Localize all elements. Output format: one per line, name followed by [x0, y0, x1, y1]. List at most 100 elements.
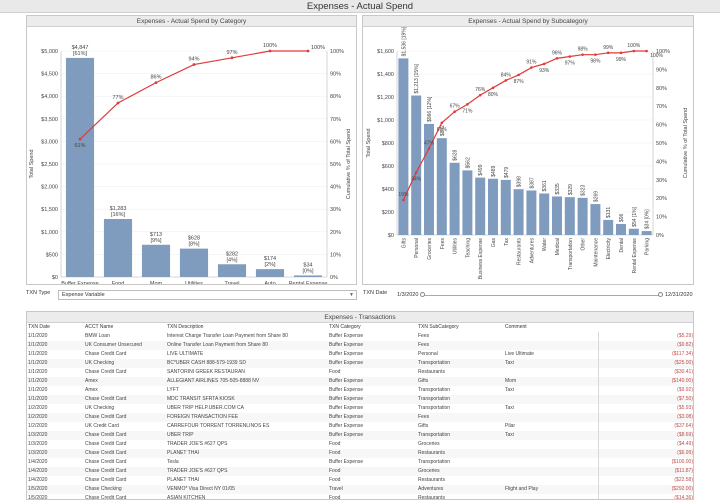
table-row[interactable]: 1/3/2020 Chase Credit Card TRADER JOE'S #6… — [27, 440, 693, 449]
bar-value-label: $174 — [264, 256, 276, 262]
table-cell: 1/4/2020 — [28, 477, 48, 483]
txn-type-select[interactable]: Expense Variable ▼ — [58, 290, 357, 300]
subcategory-pareto-chart[interactable]: $0 $200 $400 $600 $800 $1,000 $1,200 $1,400 $1,6… — [363, 26, 693, 284]
table-row[interactable]: 1/4/2020 Chase Credit Card PLANET THAI Food… — [27, 476, 693, 485]
cumulative-point — [504, 79, 508, 82]
table-cell: Food — [329, 477, 341, 483]
category-pareto-chart[interactable]: $0 $500 $1,000 $1,500 $2,000 $2,500 $3,000 $3,5… — [27, 27, 356, 294]
table-cell: Chase Credit Card — [85, 441, 127, 447]
table-row[interactable]: 1/1/2020 Amex LYFT Buffer Expense Transporta… — [27, 386, 693, 395]
table-cell-amount: ($22.58) — [597, 476, 693, 485]
column-header[interactable]: TXN Description — [167, 324, 204, 330]
y2-tick-label: 10% — [330, 252, 341, 258]
cumulative-point — [230, 56, 234, 60]
table-cell: Buffer Expense — [329, 387, 364, 393]
y2-tick-label: 70% — [656, 104, 667, 110]
date-slider-start-handle[interactable] — [420, 292, 425, 297]
column-header[interactable]: Comment — [505, 324, 527, 330]
table-cell: Buffer Expense — [328, 431, 417, 440]
cumulative-label: 61% — [437, 127, 448, 133]
cumulative-point — [619, 51, 623, 55]
table-row[interactable]: 1/3/2020 Chase Credit Card PLANET THAI Food… — [27, 449, 693, 458]
y2-tick-label: 70% — [330, 117, 341, 123]
y-tick-label: $4,000 — [41, 94, 58, 100]
cumulative-label: 98% — [590, 59, 601, 65]
table-cell-amount: ($9.82) — [597, 341, 693, 350]
table-cell — [504, 341, 598, 350]
y2-tick-label: 100% — [330, 49, 344, 55]
date-slider-end-handle[interactable] — [658, 292, 663, 297]
table-cell: Buffer Expense — [328, 413, 417, 422]
cumulative-label: 87% — [514, 79, 525, 85]
table-cell: Transportation — [417, 431, 504, 440]
table-row[interactable]: 1/1/2020 Amex ALLEGIANT AIRLINES 705-505-8… — [27, 377, 693, 386]
bar-value-label: $562 — [465, 157, 471, 168]
table-row[interactable]: 1/1/2020 BMW Loan Interest Charge Transfer… — [27, 332, 693, 341]
table-cell: TRADER JOE'S #627 QPS — [167, 441, 228, 447]
table-row[interactable]: 1/1/2020 Chase Credit Card LIVE ULTIMATE Bu… — [27, 350, 693, 359]
table-cell — [504, 395, 598, 404]
column-header[interactable]: TXN Category — [329, 324, 361, 330]
column-header[interactable]: TXN Date — [28, 324, 50, 330]
table-row[interactable]: 1/1/2020 Chase Credit Card SANTORINI GREEK… — [27, 368, 693, 377]
table-cell: BMW Loan — [85, 333, 110, 339]
column-header[interactable] — [598, 323, 693, 332]
cumulative-label: 100% — [627, 43, 640, 49]
y2-tick-label: 50% — [330, 162, 341, 168]
table-cell: 1/1/2020 — [27, 359, 84, 368]
bar-medical — [552, 196, 562, 235]
bar-personal — [411, 95, 422, 235]
table-row[interactable]: 1/1/2020 Chase Credit Card MDC TRANSIT SFR… — [27, 395, 693, 404]
subcategory-chart-title: Expenses - Actual Spend by Subcategory — [363, 16, 693, 27]
table-cell: 1/2/2020 — [27, 413, 84, 422]
y-tick-label: $200 — [382, 210, 394, 216]
cumulative-point — [594, 53, 597, 56]
bar-value-label: $34 — [303, 262, 312, 268]
bar-transportation — [564, 197, 575, 235]
table-cell — [504, 476, 598, 485]
table-cell: SANTORINI GREEK RESTAURAN — [167, 369, 245, 375]
cumulative-point — [517, 73, 520, 77]
bar-utilities — [449, 162, 460, 235]
bar-value-label: $628 — [188, 236, 200, 242]
table-row[interactable]: 1/5/2020 Chase Checking VENMO* Visa Direct… — [27, 485, 693, 494]
table-row[interactable]: 1/4/2020 Chase Credit Card TRADER JOE'S #6… — [27, 467, 693, 476]
column-header[interactable]: ACCT Name — [85, 324, 114, 330]
table-cell: Fees — [418, 333, 430, 339]
y-tick-label: $1,600 — [377, 49, 394, 55]
y-tick-label: $2,500 — [41, 162, 58, 168]
table-row[interactable]: 1/1/2020 UK Consumer Unsecured Online Tran… — [27, 341, 693, 350]
table-cell-amount: ($100.00) — [597, 458, 693, 467]
cumulative-point — [268, 49, 272, 53]
table-row[interactable]: 1/2/2020 UK Credit Card CARREFOUR TORRENT … — [27, 422, 693, 431]
y2-tick-label: 10% — [656, 215, 667, 221]
y2-tick-label: 30% — [330, 207, 341, 213]
y2-tick-label: 60% — [330, 139, 341, 145]
table-row[interactable]: 1/2/2020 UK Checking UBER TRIP HELP.UBER.C… — [27, 404, 693, 413]
bar-value-label: $96 — [619, 213, 625, 222]
cumulative-line — [402, 50, 647, 201]
date-slider-track[interactable] — [424, 295, 660, 296]
bar-mom — [141, 244, 171, 277]
x-tick-label: Travel — [224, 281, 239, 284]
cumulative-label: 47% — [424, 141, 435, 147]
bar-dental — [616, 223, 626, 235]
table-cell: Restaurants — [417, 449, 504, 458]
table-row[interactable]: 1/4/2020 Chase Credit Card Tesla Buffer Exp… — [27, 458, 693, 467]
table-cell: Chase Checking — [84, 485, 166, 494]
table-row[interactable]: 1/3/2020 Chase Credit Card UBER TRIP Buffer… — [27, 431, 693, 440]
cumulative-point — [154, 81, 158, 85]
table-cell: 1/3/2020 — [28, 441, 48, 447]
table-cell: ASIAN KITCHEN — [167, 495, 206, 500]
cumulative-label: 100% — [263, 43, 277, 49]
table-cell — [504, 413, 598, 422]
cumulative-label: 77% — [112, 95, 123, 101]
table-row[interactable]: 1/2/2020 Chase Credit Card FOREIGN TRANSAC… — [27, 413, 693, 422]
y-tick-label: $400 — [382, 187, 394, 193]
bar-value-label: $1,283 — [110, 206, 127, 212]
table-row[interactable]: 1/5/2020 Chase Credit Card ASIAN KITCHEN Fo… — [27, 494, 693, 500]
column-header[interactable]: TXN SubCategory — [418, 324, 459, 330]
table-cell: VENMO* Visa Direct NY 01/05 — [166, 485, 328, 494]
table-row[interactable]: 1/1/2020 UK Checking BC*UBER CASH 888-579-… — [27, 359, 693, 368]
bar-pct-label: [2%] — [264, 262, 275, 268]
